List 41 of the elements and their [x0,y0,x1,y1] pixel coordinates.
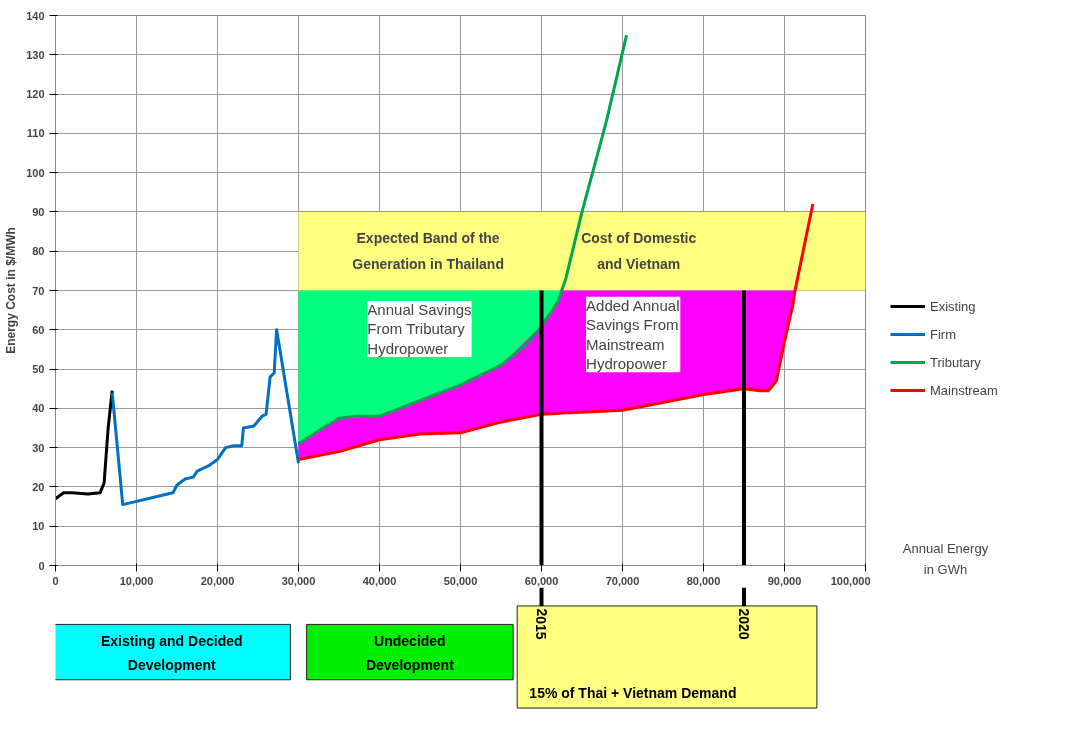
y-tick-label: 100 [26,166,45,179]
annotation: Added Annual Savings From Mainstream Hydropower [586,296,680,373]
x-axis-title: Annual Energy in GWh [902,540,989,577]
x-tick-label: 20,000 [200,574,235,587]
y-tick-label: 60 [32,323,45,336]
y-tick-label: 130 [26,48,45,61]
y-tick-label: 140 [26,9,45,22]
x-tick-label: 90,000 [767,574,802,587]
y-tick-label: 120 [26,88,45,101]
annotation: 2020 [736,608,752,640]
x-tick-label: 10,000 [119,574,154,587]
legend-label: Existing [930,298,976,314]
text: 15% of Thai + Vietnam Demand [529,685,737,702]
y-tick-label: 30 [32,441,45,454]
annotation: Cost of Domestic and Vietnam [581,230,697,273]
y-axis-title: Energy Cost in $/MWh [4,227,19,354]
x-tick-label: 70,000 [605,574,640,587]
x-tick-label: 40,000 [362,574,397,587]
y-tick-label: 90 [32,205,45,218]
annotation: 2015 [533,608,550,640]
annotation: Annual Savings From Tributary Hydropower [367,300,472,358]
y-tick-label: 20 [32,480,45,493]
x-tick-label: 0 [52,574,59,587]
annotation: Expected Band of the Generation in Thailand [352,230,504,273]
y-tick-label: 50 [32,363,45,376]
x-tick-label: 50,000 [443,574,478,587]
legend-label: Tributary [930,354,981,370]
y-tick-label: 10 [32,520,45,533]
legend-label: Firm [930,326,956,342]
y-tick-label: 0 [38,559,45,572]
y-tick-label: 40 [32,402,45,415]
text: Undecided Development [365,632,455,673]
x-tick-label: 60,000 [524,574,559,587]
x-tick-label: 80,000 [686,574,721,587]
y-tick-label: 110 [26,127,45,140]
y-tick-label: 80 [32,245,45,258]
legend-label: Mainstream [930,382,998,398]
x-tick-label: 100,000 [830,574,871,587]
x-tick-label: 30,000 [281,574,316,587]
text: Existing and Decided Development [100,632,243,673]
y-tick-label: 70 [32,284,45,297]
